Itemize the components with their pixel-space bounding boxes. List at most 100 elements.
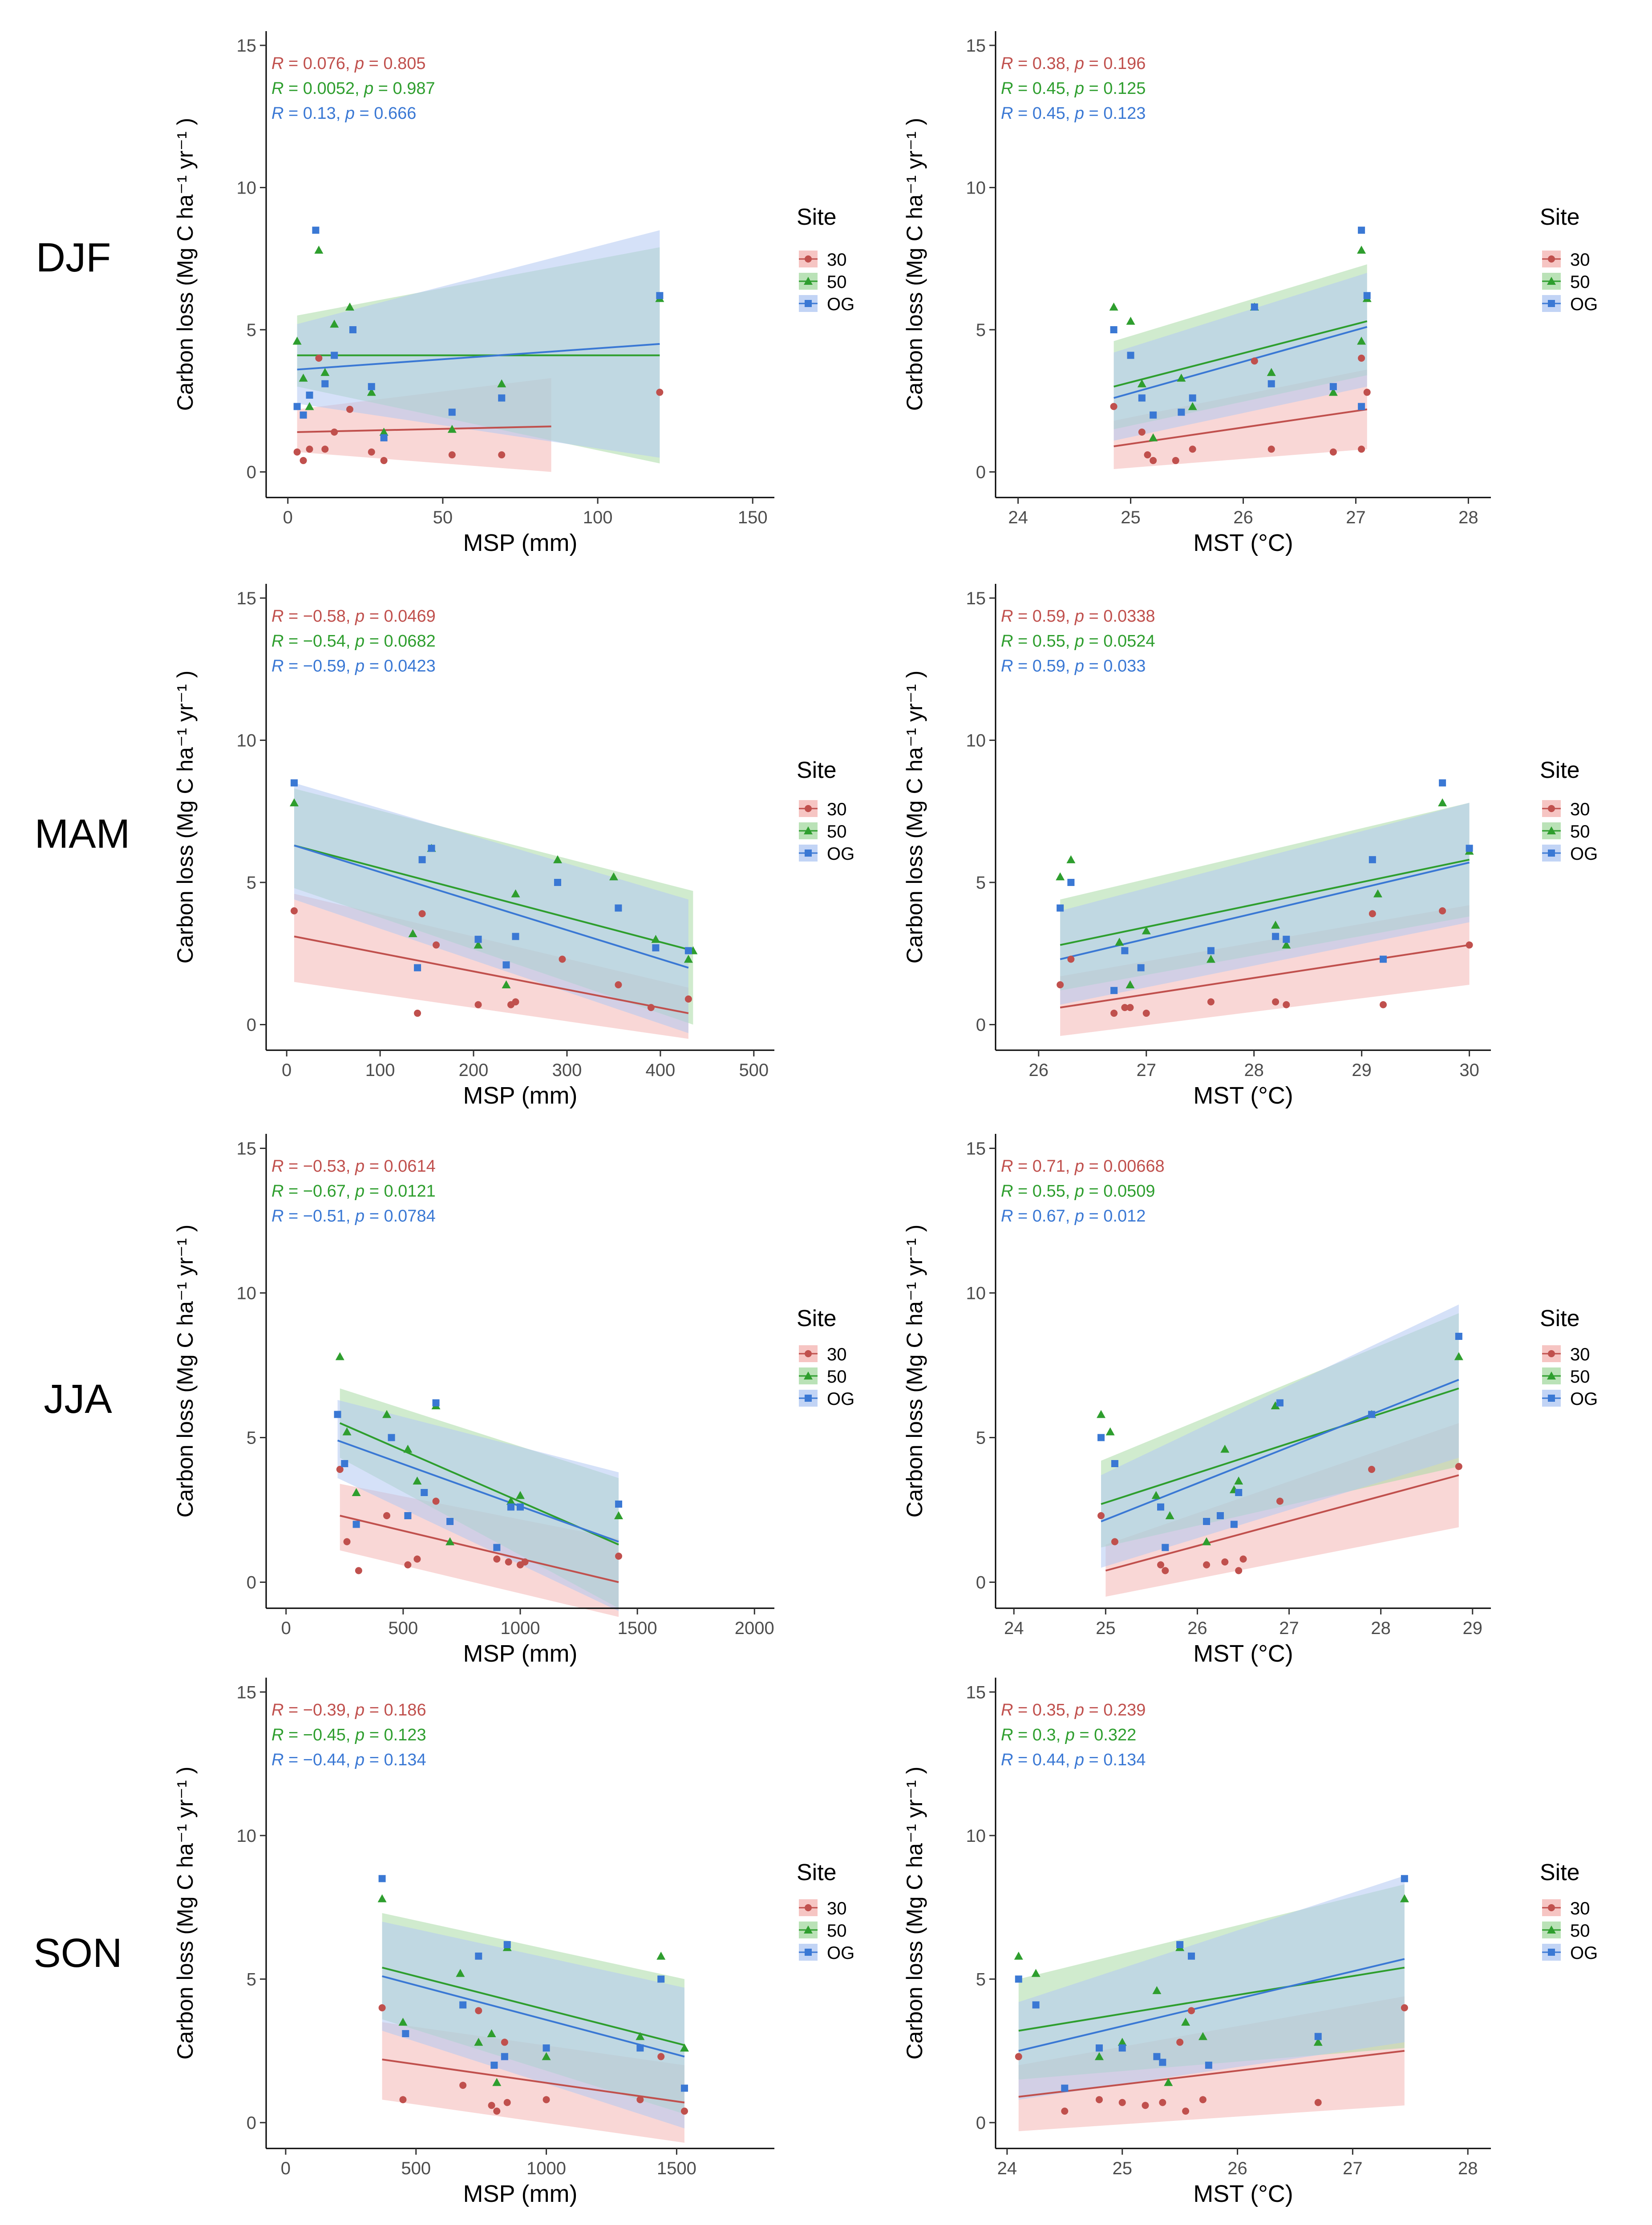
data-point-OG: [402, 2030, 409, 2037]
data-point-50: [487, 2029, 496, 2037]
legend-marker-OG: [805, 850, 812, 857]
data-point-OG: [1358, 227, 1365, 234]
data-point-OG: [1157, 1503, 1164, 1511]
fit-line-30: [1018, 2050, 1405, 2098]
legend-label-50: 50: [1570, 1921, 1590, 1941]
data-point-OG: [300, 411, 307, 419]
data-point-50: [1267, 368, 1276, 376]
x-tick-label: 27: [1136, 1060, 1156, 1080]
y-axis-label: Carbon loss (Mg C ha⁻¹ yr⁻¹ ): [902, 671, 927, 963]
x-tick-label: 500: [388, 1618, 418, 1638]
x-tick-label: 1000: [501, 1618, 540, 1638]
fit-line-OG: [337, 1440, 619, 1543]
data-point-30: [493, 1555, 501, 1563]
data-point-30: [498, 451, 506, 459]
data-point-50: [680, 2043, 689, 2052]
chart-SON-MST: 0 5 10 15 24 25 26 27 28 MST (°C) Carbon loss (Mg …: [902, 1678, 1491, 2207]
data-point-OG: [341, 1460, 348, 1467]
data-point-50: [352, 1488, 361, 1496]
data-point-30: [1189, 445, 1196, 453]
data-point-OG: [1138, 394, 1146, 402]
y-tick-label: 10: [237, 178, 257, 198]
data-point-50: [1151, 1491, 1161, 1499]
data-point-50: [1282, 940, 1291, 949]
y-tick-label: 0: [247, 1573, 256, 1593]
x-tick-label: 200: [459, 1060, 489, 1080]
data-point-30: [1239, 1555, 1247, 1563]
data-point-30: [615, 981, 622, 989]
data-point-OG: [1057, 904, 1064, 912]
data-point-OG: [554, 878, 561, 886]
data-point-50: [1177, 373, 1186, 382]
confidence-band-OG: [294, 783, 688, 1033]
data-point-50: [636, 2032, 645, 2040]
data-point-30: [1283, 1001, 1290, 1008]
x-tick-label: 300: [552, 1060, 582, 1080]
data-point-OG: [1127, 352, 1134, 359]
data-point-30: [418, 910, 426, 918]
y-tick-label: 5: [247, 873, 256, 893]
data-point-OG: [1159, 2059, 1166, 2066]
fit-line-OG: [382, 1975, 685, 2058]
data-point-30: [380, 457, 388, 464]
data-point-30: [657, 2053, 665, 2060]
data-point-OG: [1176, 1941, 1184, 1948]
data-point-30: [1466, 941, 1473, 949]
data-point-50: [474, 2038, 483, 2046]
chart-MAM-MST: 0 5 10 15 26 27 28 29 30 MST (°C) Carbon loss (Mg …: [902, 584, 1491, 1109]
data-point-30: [1329, 448, 1337, 456]
y-tick-label: 0: [976, 2113, 986, 2133]
stat-annotation-30: R = −0.53, p = 0.0614: [271, 1157, 436, 1176]
season-label-djf: DJF: [36, 235, 111, 280]
legend-label-50: 50: [1570, 272, 1590, 292]
data-point-50: [1142, 926, 1151, 934]
data-point-50: [1118, 2038, 1127, 2046]
y-axis-label: Carbon loss (Mg C ha⁻¹ yr⁻¹ ): [173, 671, 198, 963]
data-point-50: [1105, 1427, 1115, 1436]
data-point-OG: [656, 292, 664, 299]
data-point-30: [1057, 981, 1064, 989]
data-point-30: [343, 1538, 351, 1545]
x-tick-label: 30: [1459, 1060, 1479, 1080]
data-point-30: [1272, 998, 1279, 1006]
data-point-50: [367, 388, 376, 396]
data-point-50: [1115, 938, 1124, 946]
data-point-30: [315, 354, 323, 362]
x-tick-label: 28: [1244, 1060, 1264, 1080]
x-axis-label: MSP (mm): [463, 1082, 578, 1109]
y-tick-label: 0: [976, 462, 986, 482]
data-point-OG: [334, 1411, 341, 1418]
y-tick-label: 0: [247, 462, 256, 482]
legend-marker-OG: [805, 1949, 812, 1956]
legend-label-OG: OG: [1570, 844, 1598, 864]
data-point-30: [521, 1558, 529, 1566]
data-point-30: [414, 1009, 421, 1017]
data-point-30: [1251, 357, 1258, 365]
data-point-50: [542, 2052, 551, 2060]
data-point-OG: [1110, 987, 1118, 994]
stat-annotation-50: R = −0.67, p = 0.0121: [271, 1182, 436, 1201]
data-point-OG: [652, 944, 660, 951]
data-point-OG: [615, 1501, 623, 1508]
data-point-30: [475, 2007, 482, 2015]
stat-annotation-30: R = −0.58, p = 0.0469: [271, 607, 436, 626]
stat-annotation-50: R = 0.45, p = 0.125: [1001, 79, 1146, 98]
data-point-50: [684, 955, 693, 963]
x-axis-label: MSP (mm): [463, 530, 578, 556]
y-tick-label: 5: [976, 873, 986, 893]
data-point-OG: [1207, 947, 1215, 955]
confidence-band-OG: [1113, 273, 1367, 441]
legend-label-OG: OG: [1570, 1943, 1598, 1963]
legend-title: Site: [1540, 1860, 1580, 1885]
stat-annotation-50: R = 0.55, p = 0.0509: [1001, 1182, 1155, 1201]
x-tick-label: 27: [1346, 508, 1366, 527]
data-point-OG: [475, 1952, 482, 1960]
stat-annotation-OG: R = 0.59, p = 0.033: [1001, 657, 1146, 676]
y-axis-label: Carbon loss (Mg C ha⁻¹ yr⁻¹ ): [902, 1767, 927, 2059]
x-tick-label: 24: [1004, 1618, 1024, 1638]
x-tick-label: 0: [283, 508, 293, 527]
data-point-30: [1159, 2099, 1166, 2106]
legend-marker-50: [1547, 1371, 1556, 1380]
x-tick-label: 1000: [526, 2159, 566, 2178]
